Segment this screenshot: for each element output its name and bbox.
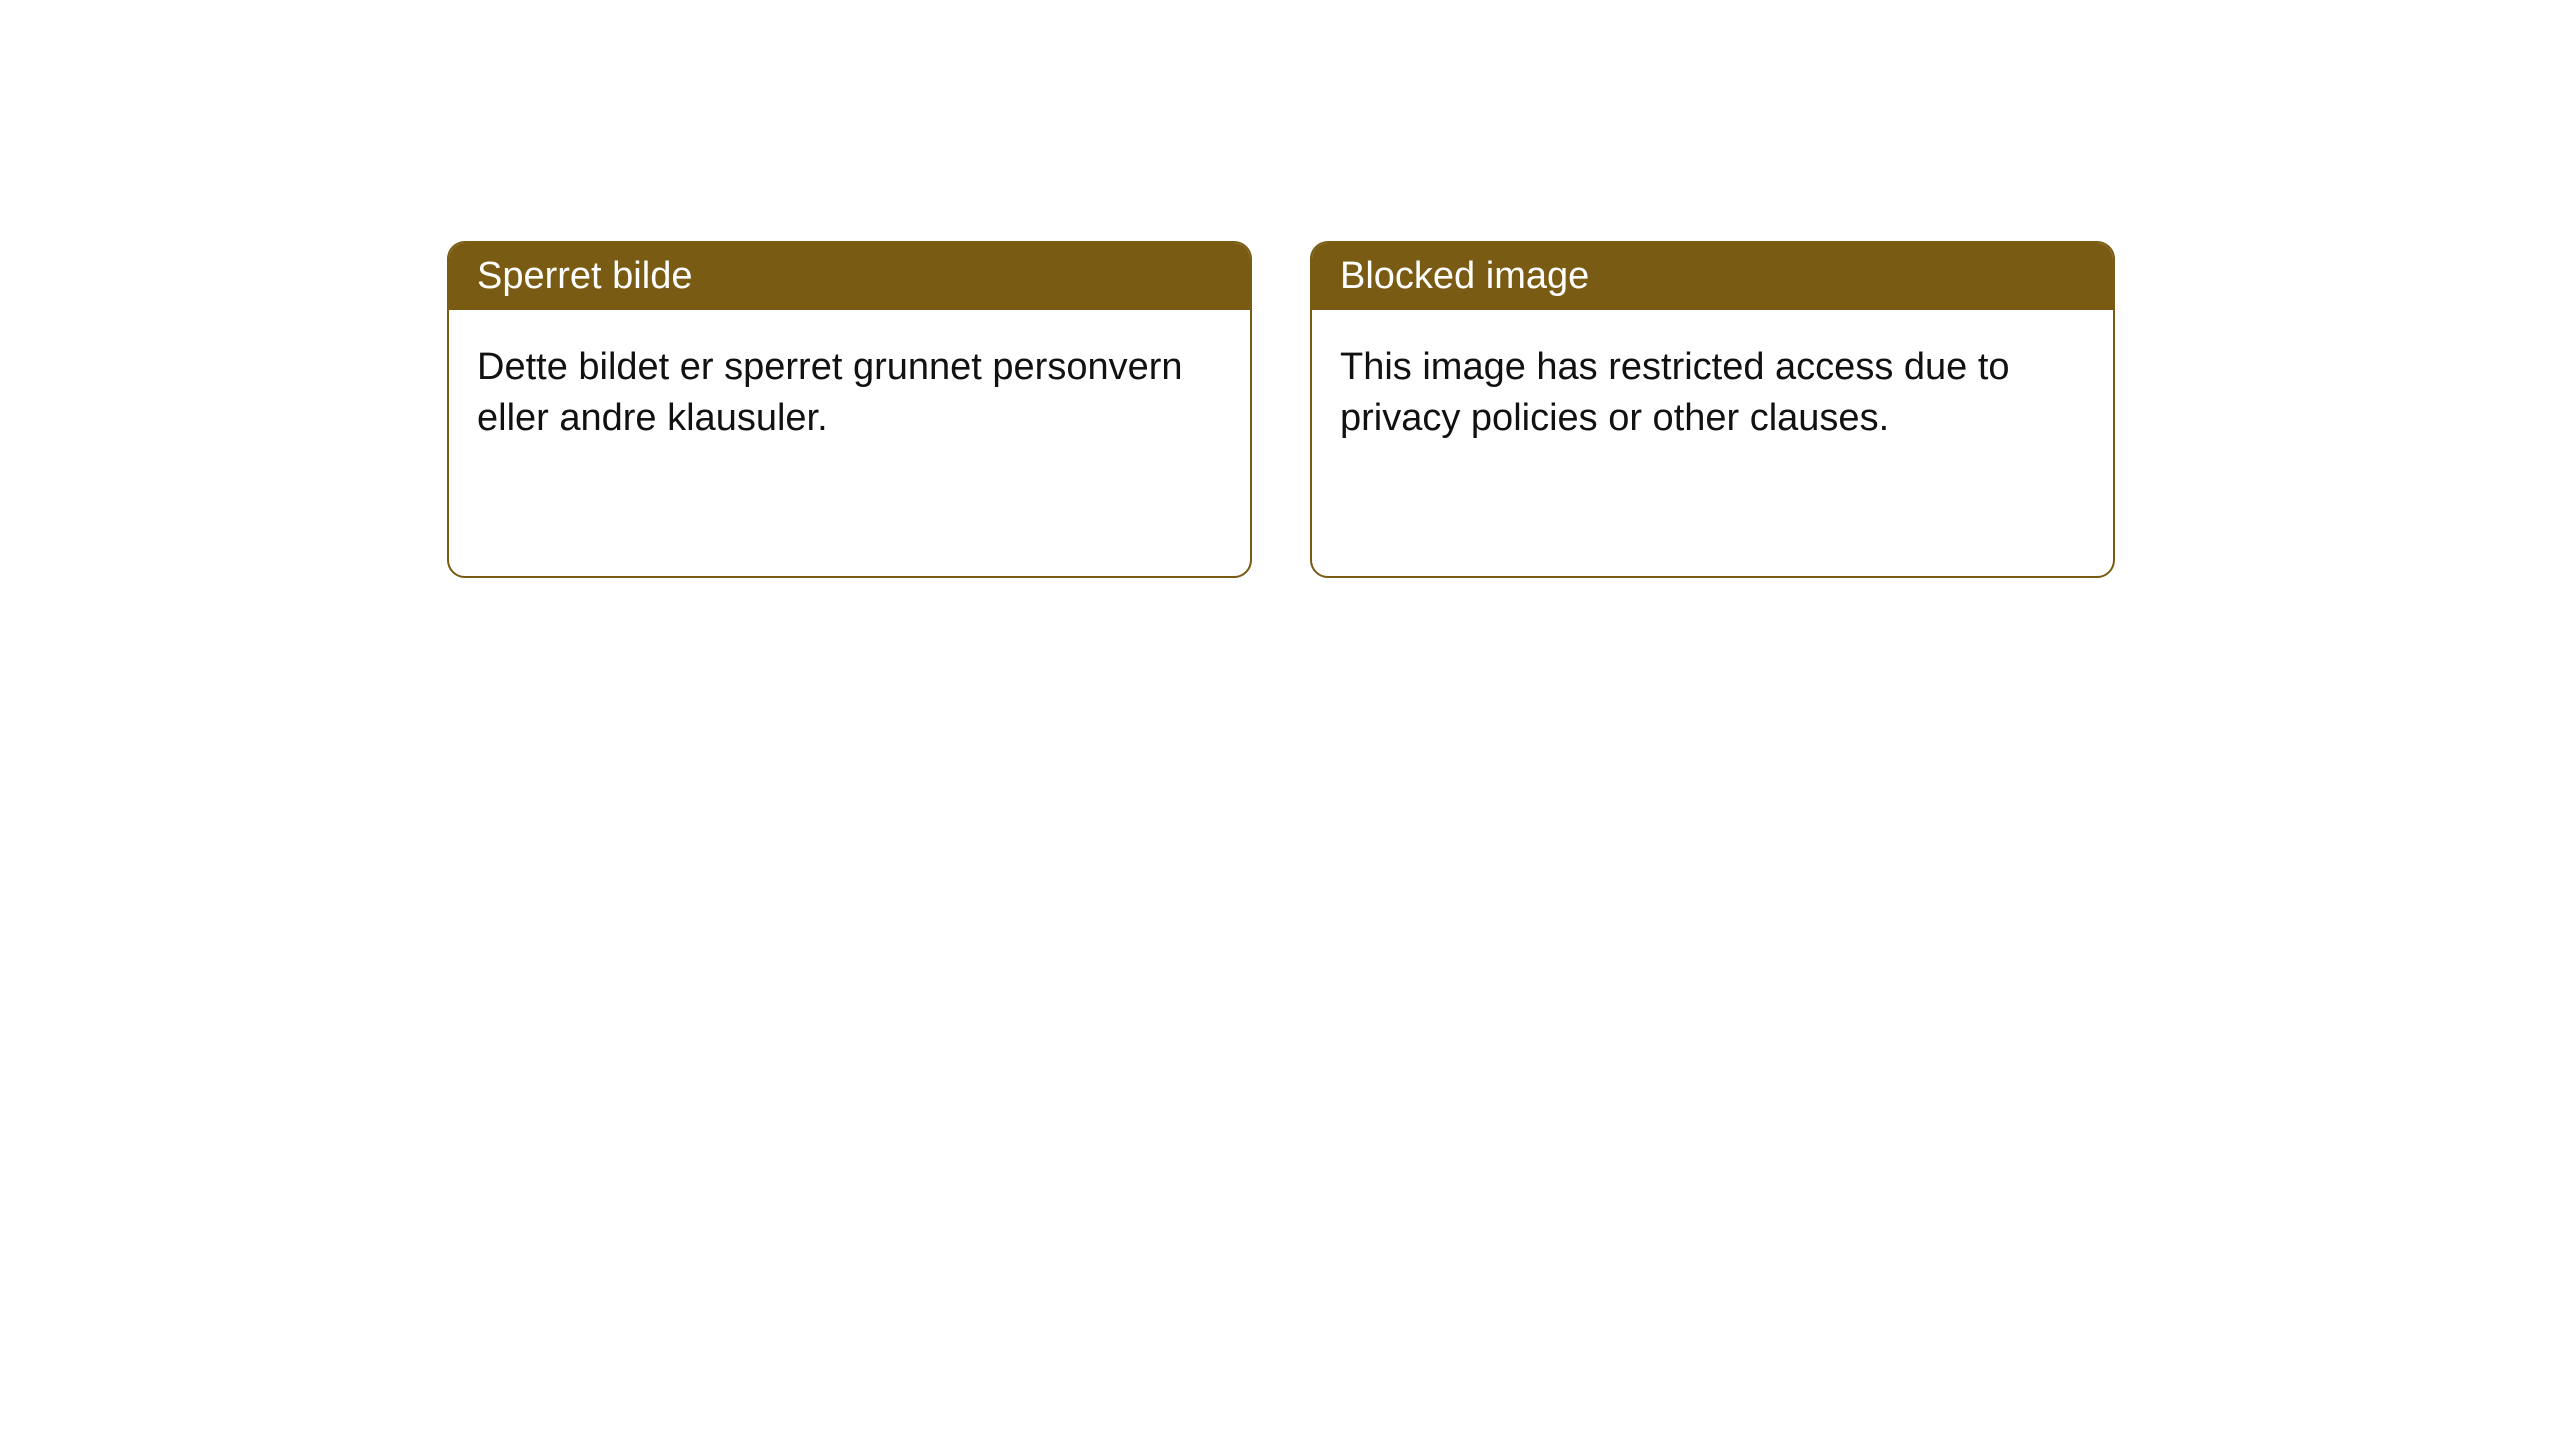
- notice-card-norwegian: Sperret bilde Dette bildet er sperret gr…: [447, 241, 1252, 578]
- notice-card-body: Dette bildet er sperret grunnet personve…: [449, 310, 1250, 477]
- notice-card-title: Sperret bilde: [449, 243, 1250, 310]
- notice-card-english: Blocked image This image has restricted …: [1310, 241, 2115, 578]
- notice-container: Sperret bilde Dette bildet er sperret gr…: [0, 0, 2560, 578]
- notice-card-title: Blocked image: [1312, 243, 2113, 310]
- notice-card-body: This image has restricted access due to …: [1312, 310, 2113, 477]
